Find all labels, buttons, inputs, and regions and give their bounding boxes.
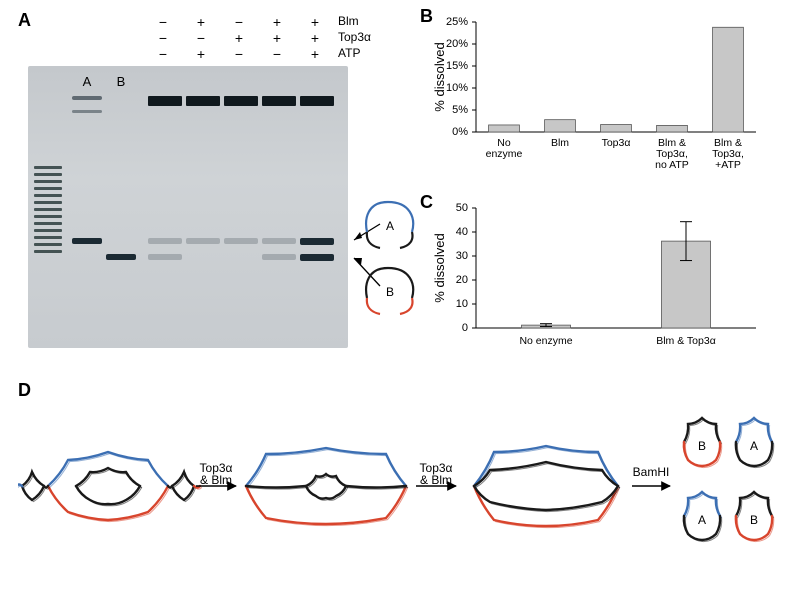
product-label: B	[750, 513, 758, 527]
svg-text:5%: 5%	[452, 104, 468, 116]
hdr-cell: +	[260, 14, 294, 30]
bar	[545, 120, 576, 132]
hdr-protein: Top3α	[338, 30, 371, 44]
category-label: enzyme	[486, 148, 523, 160]
ylabel-b: % dissolved	[432, 42, 447, 111]
hdr-protein: Blm	[338, 14, 359, 28]
hdr-protein: ATP	[338, 46, 360, 60]
category-label: no ATP	[655, 159, 689, 171]
svg-text:0: 0	[462, 322, 468, 334]
mini-label-b: B	[386, 285, 394, 299]
svg-text:BamHI: BamHI	[633, 465, 670, 479]
bar	[601, 125, 632, 132]
gel-panel: − + − + + Blm − − + + + Top3α − + − − + …	[28, 18, 348, 348]
stage-3	[474, 446, 620, 528]
band	[148, 96, 182, 106]
gel-ladder	[34, 166, 62, 257]
svg-text:20: 20	[456, 274, 468, 286]
band-product-a	[300, 238, 334, 245]
yticks: 0% 5% 10% 15% 20% 25%	[446, 16, 476, 138]
band	[224, 238, 258, 244]
hdr-cell: +	[184, 46, 218, 62]
bar	[713, 27, 744, 132]
bar	[657, 125, 688, 132]
band-product-b	[300, 254, 334, 261]
stage-4: B A A B	[684, 418, 774, 542]
hdr-cell: +	[298, 14, 332, 30]
category-label: No enzyme	[519, 335, 572, 347]
category-label: Blm & Top3α	[656, 335, 716, 347]
hdr-cell: −	[222, 14, 256, 30]
category-label: Blm	[551, 137, 569, 149]
svg-text:10: 10	[456, 298, 468, 310]
band	[262, 254, 296, 260]
step-arrow-3: BamHI	[632, 465, 670, 486]
product-label: A	[698, 513, 706, 527]
band	[72, 96, 102, 100]
band	[186, 96, 220, 106]
band	[72, 110, 102, 113]
svg-text:Top3α& Blm: Top3α& Blm	[200, 461, 233, 487]
category-label: +ATP	[715, 159, 741, 171]
hdr-cell: −	[222, 46, 256, 62]
band	[262, 96, 296, 106]
svg-text:Top3α& Blm: Top3α& Blm	[420, 461, 453, 487]
bar	[489, 125, 520, 132]
band	[148, 238, 182, 244]
lane-label-a: A	[76, 74, 98, 89]
stage-2	[246, 448, 408, 526]
hdr-cell: +	[298, 46, 332, 62]
panel-d-schematic: Top3α& Blm Top3α& Blm BamHI B A A B	[18, 390, 782, 580]
svg-text:15%: 15%	[446, 60, 468, 72]
svg-text:40: 40	[456, 226, 468, 238]
product-label: B	[698, 439, 706, 453]
band-a	[72, 238, 102, 244]
svg-text:10%: 10%	[446, 82, 468, 94]
svg-text:0%: 0%	[452, 126, 468, 138]
product-label: A	[750, 439, 758, 453]
hdr-cell: −	[146, 14, 180, 30]
gel-image: A B	[28, 66, 348, 348]
hdr-cell: +	[184, 14, 218, 30]
band	[148, 254, 182, 260]
svg-text:25%: 25%	[446, 16, 468, 28]
hdr-cell: −	[260, 46, 294, 62]
mini-label-a: A	[386, 219, 394, 233]
gel-product-schematics: A B	[352, 198, 422, 338]
hdr-cell: −	[184, 30, 218, 46]
chart-c: 0 10 20 30 40 50 % dissolved No enzyme Bl…	[430, 200, 770, 370]
stage-1	[18, 452, 202, 522]
step-arrow-2: Top3α& Blm	[416, 461, 456, 487]
hdr-cell: −	[146, 30, 180, 46]
hdr-cell: +	[298, 30, 332, 46]
lane-label-b: B	[110, 74, 132, 89]
hdr-cell: +	[222, 30, 256, 46]
hdr-cell: +	[260, 30, 294, 46]
svg-text:50: 50	[456, 202, 468, 214]
chart-b: 0% 5% 10% 15% 20% 25% % dissolved Noenzy…	[430, 14, 770, 179]
svg-text:30: 30	[456, 250, 468, 262]
ylabel-c: % dissolved	[432, 233, 447, 302]
band	[300, 96, 334, 106]
band	[262, 238, 296, 244]
hdr-cell: −	[146, 46, 180, 62]
band	[186, 238, 220, 244]
band	[224, 96, 258, 106]
svg-text:20%: 20%	[446, 38, 468, 50]
band-b	[106, 254, 136, 260]
category-label: Top3α	[602, 137, 631, 149]
step-arrow-1: Top3α& Blm	[196, 461, 236, 487]
